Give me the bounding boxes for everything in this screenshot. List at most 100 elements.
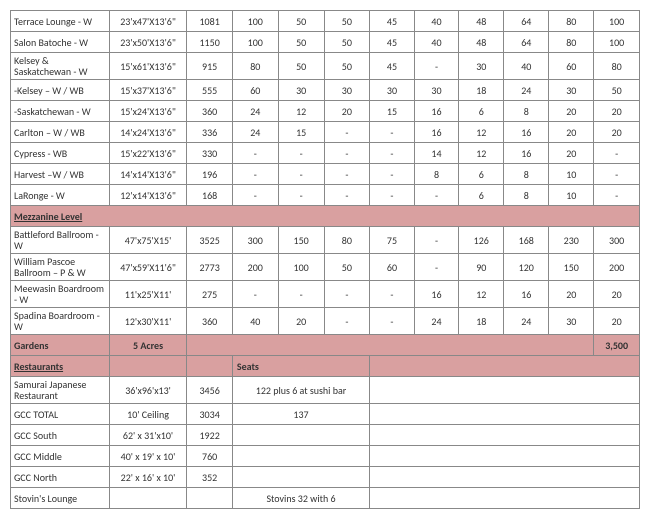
room-name: Cypress - WB: [11, 143, 110, 164]
cap-cell: 40: [504, 53, 549, 80]
room-dim: 15'x22'X13'6": [109, 143, 187, 164]
cap-cell: 150: [278, 227, 324, 254]
cap-cell: 30: [324, 80, 370, 101]
cap-cell: -: [594, 185, 640, 206]
room-dim: 12'x14'X13'6": [109, 185, 187, 206]
rest-area: 3034: [187, 404, 232, 425]
cap-cell: -: [232, 143, 278, 164]
cap-cell: 20: [594, 308, 640, 335]
rest-area: 3456: [187, 377, 232, 404]
cap-cell: 16: [504, 143, 549, 164]
cap-cell: 20: [549, 143, 594, 164]
room-name: Carlton – W / WB: [11, 122, 110, 143]
cap-cell: 16: [504, 281, 549, 308]
room-name: Meewasin Boardroom - W: [11, 281, 110, 308]
rest-seats: 137: [232, 404, 369, 425]
mezz-header: Mezzanine Level: [11, 206, 640, 227]
cap-cell: 12: [278, 101, 324, 122]
cap-cell: 10: [549, 185, 594, 206]
cap-cell: -: [370, 185, 415, 206]
cap-cell: 30: [414, 80, 459, 101]
room-dim: 12'x30'X11': [109, 308, 187, 335]
capacity-table: Terrace Lounge - W23'x47'X13'6"108110050…: [10, 10, 640, 509]
cap-cell: -: [370, 122, 415, 143]
rest-seats: Stovins 32 with 6: [232, 488, 369, 509]
cap-cell: 50: [594, 80, 640, 101]
cap-cell: -: [324, 143, 370, 164]
room-area: 1150: [187, 32, 232, 53]
cap-cell: 60: [232, 80, 278, 101]
cap-cell: -: [370, 143, 415, 164]
cap-cell: 80: [232, 53, 278, 80]
room-name: Salon Batoche - W: [11, 32, 110, 53]
cap-cell: -: [324, 164, 370, 185]
cap-cell: 24: [414, 308, 459, 335]
cap-cell: 100: [594, 11, 640, 32]
rest-seats: [232, 425, 369, 446]
cap-cell: 14: [414, 143, 459, 164]
cap-cell: 100: [594, 32, 640, 53]
cap-cell: 45: [370, 53, 415, 80]
cap-cell: 20: [549, 101, 594, 122]
cap-cell: 64: [504, 32, 549, 53]
room-dim: 15'x24'X13'6": [109, 101, 187, 122]
rest-seats: [232, 446, 369, 467]
cap-cell: 10: [549, 164, 594, 185]
cap-cell: 8: [414, 164, 459, 185]
cap-cell: 80: [549, 32, 594, 53]
room-dim: 23'x47'X13'6": [109, 11, 187, 32]
cap-cell: 50: [324, 32, 370, 53]
cap-cell: 8: [504, 101, 549, 122]
room-name: -Kelsey – W / WB: [11, 80, 110, 101]
cap-cell: -: [232, 164, 278, 185]
cell: [370, 356, 640, 377]
room-name: Terrace Lounge - W: [11, 11, 110, 32]
cap-cell: -: [278, 143, 324, 164]
cap-cell: -: [370, 164, 415, 185]
cap-cell: 80: [549, 11, 594, 32]
cap-cell: 40: [414, 32, 459, 53]
cap-cell: -: [324, 281, 370, 308]
cap-cell: -: [324, 308, 370, 335]
cap-cell: 100: [232, 32, 278, 53]
room-dim: 11'x25'X11': [109, 281, 187, 308]
rest-name: Samurai Japanese Restaurant: [11, 377, 110, 404]
room-area: 555: [187, 80, 232, 101]
cap-cell: 15: [370, 101, 415, 122]
cap-cell: 6: [459, 164, 504, 185]
cap-cell: 6: [459, 101, 504, 122]
cap-cell: 16: [414, 101, 459, 122]
cell: [109, 356, 187, 377]
cap-cell: 50: [278, 11, 324, 32]
room-name: -Saskatchewan - W: [11, 101, 110, 122]
cap-cell: 30: [278, 80, 324, 101]
rest-header: Restaurants: [11, 356, 110, 377]
cap-cell: 24: [232, 122, 278, 143]
cell: [370, 467, 640, 488]
gardens-cap: 3,500: [594, 335, 640, 356]
cap-cell: 12: [459, 122, 504, 143]
room-area: 360: [187, 308, 232, 335]
rest-seats: [232, 467, 369, 488]
room-area: 196: [187, 164, 232, 185]
room-dim: 15'x61'X13'6": [109, 53, 187, 80]
rest-dim: 62' x 31'x10': [109, 425, 187, 446]
room-area: 3525: [187, 227, 232, 254]
cap-cell: 30: [549, 80, 594, 101]
cap-cell: -: [278, 185, 324, 206]
cap-cell: 40: [232, 308, 278, 335]
rest-name: Stovin's Lounge: [11, 488, 110, 509]
cap-cell: 18: [459, 80, 504, 101]
cap-cell: -: [594, 164, 640, 185]
cap-cell: 8: [504, 185, 549, 206]
rest-dim: 40' x 19' x 10': [109, 446, 187, 467]
cap-cell: 150: [549, 254, 594, 281]
cap-cell: 8: [504, 164, 549, 185]
room-area: 360: [187, 101, 232, 122]
cap-cell: -: [232, 281, 278, 308]
rest-area: 352: [187, 467, 232, 488]
cap-cell: 12: [459, 281, 504, 308]
cap-cell: 50: [278, 32, 324, 53]
cap-cell: 100: [278, 254, 324, 281]
cap-cell: 300: [594, 227, 640, 254]
